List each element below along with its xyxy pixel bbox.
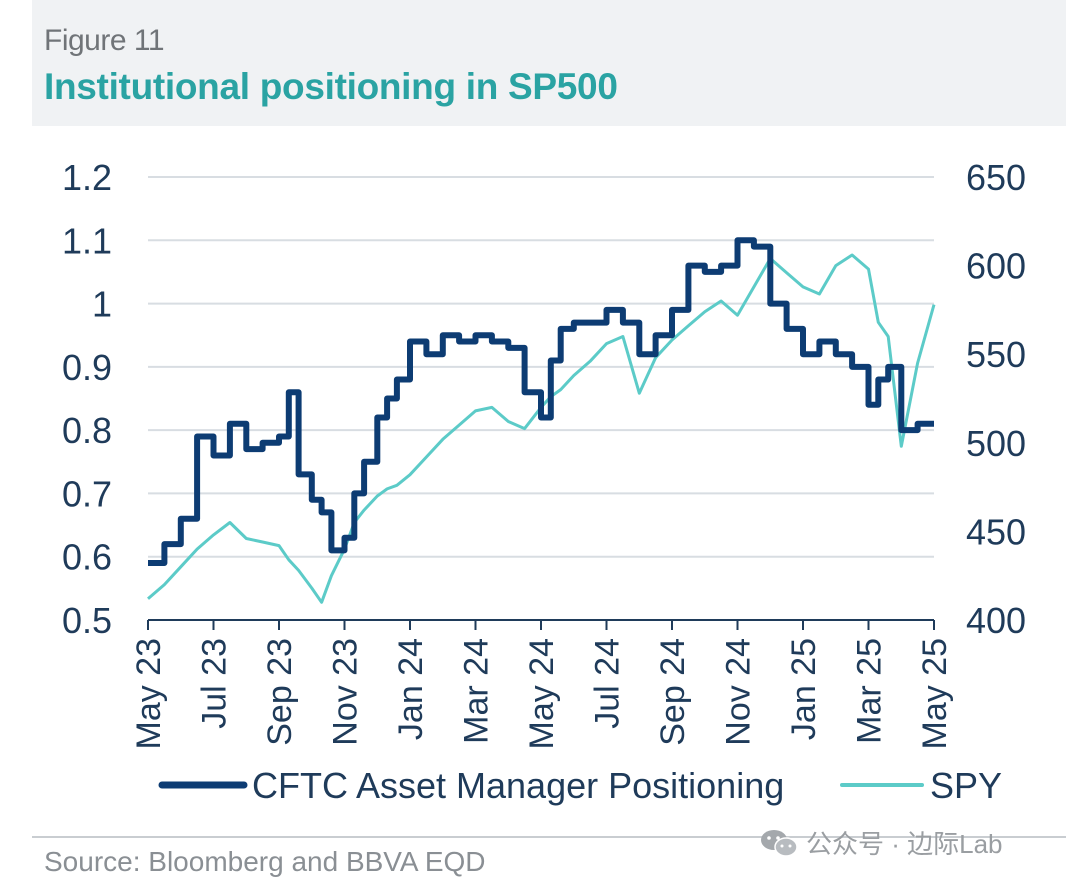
series-line-cftc [148,237,934,566]
watermark: 公众号 · 边际Lab [760,824,1003,861]
x-tick-label: Mar 25 [851,638,889,744]
left-tick-label: 1.2 [62,157,112,198]
gridlines [148,176,934,558]
right-tick-label: 550 [966,334,1026,375]
series-line-spy [147,253,936,604]
watermark-text: 公众号 · 边际Lab [806,829,1003,859]
x-tick-label: May 25 [916,638,954,750]
legend-label-cftc: CFTC Asset Manager Positioning [252,765,784,806]
wechat-icon [761,829,798,857]
left-tick-label: 1 [92,284,112,325]
left-tick-label: 0.6 [62,537,112,578]
right-tick-label: 450 [966,511,1026,552]
x-tick-label: Sep 23 [261,638,299,746]
left-tick-label: 0.9 [62,347,112,388]
right-tick-label: 600 [966,246,1026,287]
x-tick-label: Nov 23 [327,638,365,746]
x-tick-label: Mar 24 [458,638,496,744]
x-tick-label: Jan 25 [785,638,823,740]
chart-title: Institutional positioning in SP500 [44,66,618,107]
figure-label: Figure 11 [44,24,165,57]
x-tick-label: Sep 24 [654,638,692,746]
left-axis-ticks: 1.2 1.1 1 0.9 0.8 0.7 0.6 0.5 [62,157,112,641]
legend: CFTC Asset Manager Positioning SPY [158,765,1002,806]
source-note: Source: Bloomberg and BBVA EQD [44,846,486,877]
x-axis: May 23 Jul 23 Sep 23 Nov 23 Jan 24 Mar 24 May … [130,619,954,750]
x-tick-label: Nov 24 [720,638,758,746]
legend-label-spy: SPY [930,765,1002,806]
x-tick-label: Jul 24 [589,638,627,729]
left-tick-label: 0.5 [62,600,112,641]
x-tick-label: May 23 [130,638,168,750]
right-tick-label: 500 [966,423,1026,464]
header-band [32,0,1066,126]
source-divider [32,836,1066,838]
x-tick-label: May 24 [523,638,561,750]
right-tick-label: 400 [966,600,1026,641]
right-tick-label: 650 [966,157,1026,198]
series-lines [147,237,936,604]
x-tick-label: Jan 24 [392,638,430,740]
x-tick-label: Jul 23 [196,638,234,729]
left-tick-label: 0.8 [62,410,112,451]
chart: 1.2 1.1 1 0.9 0.8 0.7 0.6 0.5 650 600 550 500 450 40… [62,157,1026,806]
left-tick-label: 0.7 [62,473,112,514]
right-axis-ticks: 650 600 550 500 450 400 [966,157,1026,641]
left-tick-label: 1.1 [62,220,112,261]
